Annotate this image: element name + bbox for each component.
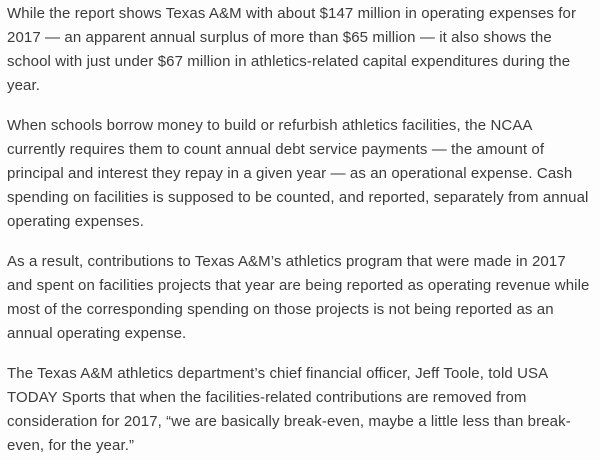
paragraph-ncaa-debt-service: When schools borrow money to build or re… bbox=[7, 117, 589, 230]
paragraph-contributions-reporting: As a result, contributions to Texas A&M’… bbox=[7, 253, 590, 342]
paragraph-cfo-quote: The Texas A&M athletics department’s chi… bbox=[7, 365, 571, 454]
paragraph-operating-expenses: While the report shows Texas A&M with ab… bbox=[7, 5, 577, 94]
